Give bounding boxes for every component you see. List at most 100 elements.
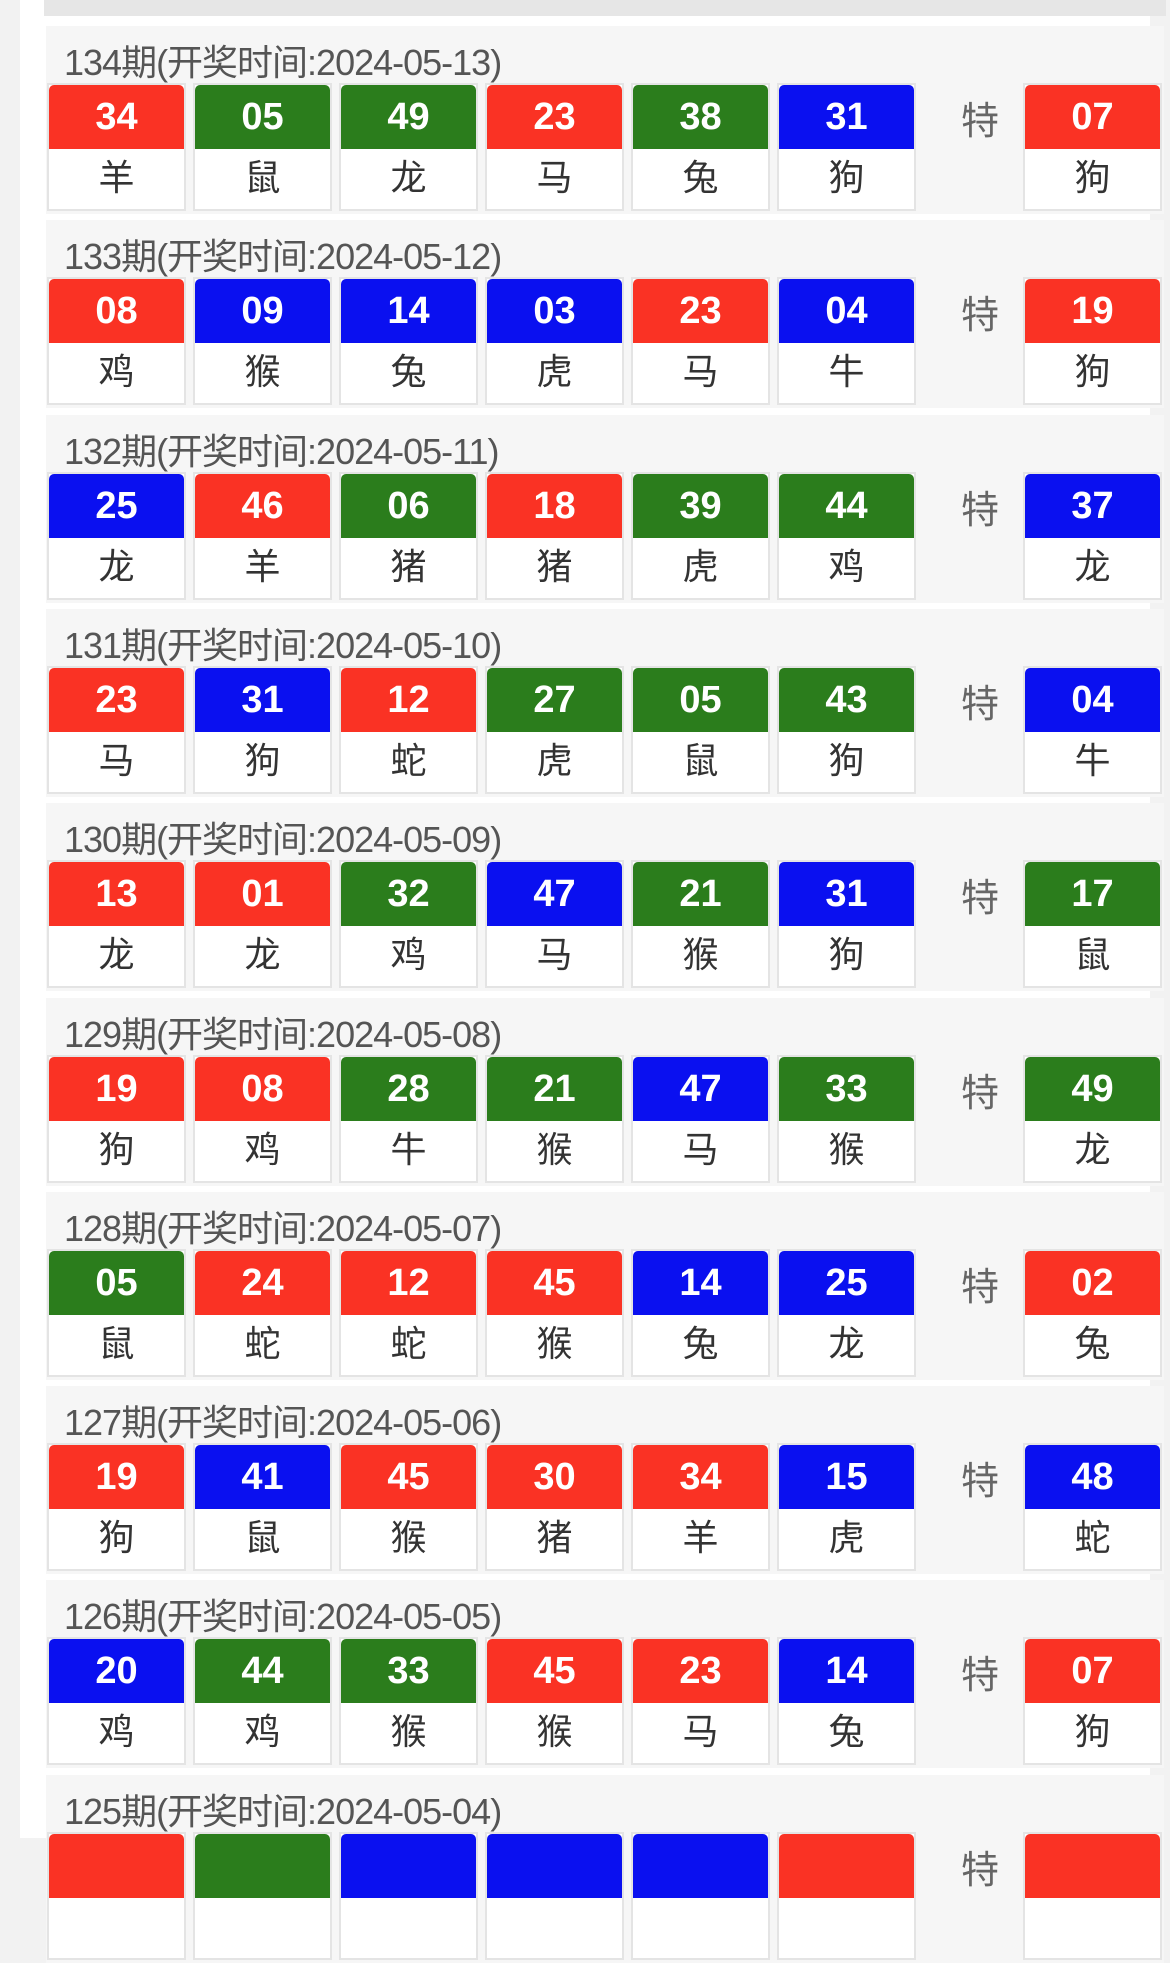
number-ball: 12 蛇 (341, 667, 476, 792)
draw-block: 128期(开奖时间:2024-05-07) 05 鼠 24 蛇 12 蛇 45 猴 14 兔 25 龙 特… (46, 1191, 1164, 1380)
number-ball: 34 羊 (49, 85, 184, 209)
ball-zodiac: 兔 (682, 1323, 719, 1365)
special-label: 特 (960, 1070, 999, 1115)
ball-zodiac: 羊 (244, 546, 281, 588)
ball-number: 21 (487, 1056, 622, 1121)
ball-number: 14 (633, 1250, 768, 1315)
ball-zodiac (1025, 1898, 1160, 1958)
ball-zodiac: 猴 (682, 935, 719, 977)
ball-zodiac: 虎 (536, 740, 573, 782)
ball-number: 23 (633, 1639, 768, 1704)
number-ball: 24 蛇 (195, 1250, 330, 1375)
ball-number: 48 (1025, 1445, 1160, 1510)
ball-zodiac: 狗 (828, 740, 865, 782)
number-ball: 25 龙 (779, 1250, 914, 1375)
special-ball: 48 蛇 (1025, 1445, 1160, 1570)
ball-zodiac: 狗 (244, 740, 281, 782)
special-ball: 17 鼠 (1025, 862, 1160, 987)
ball-zodiac: 猴 (390, 1518, 427, 1560)
ball-number (195, 1833, 330, 1898)
draw-block: 125期(开奖时间:2024-05-04) 特 (46, 1774, 1164, 1963)
ball-number: 31 (195, 667, 330, 732)
number-ball: 05 鼠 (633, 667, 768, 792)
ball-number: 13 (49, 862, 184, 927)
number-ball: 19 狗 (49, 1056, 184, 1181)
ball-number: 27 (487, 667, 622, 732)
draw-block: 134期(开奖时间:2024-05-13) 34 羊 05 鼠 49 龙 23 马 38 兔 31 狗 特… (46, 26, 1164, 214)
ball-zodiac (341, 1898, 476, 1958)
special-label: 特 (960, 876, 999, 921)
number-ball: 14 兔 (341, 279, 476, 404)
special-label: 特 (960, 1847, 999, 1892)
ball-number: 12 (341, 667, 476, 732)
ball-zodiac: 羊 (682, 1518, 719, 1560)
draw-header: 130期(开奖时间:2024-05-09) (64, 819, 502, 861)
ball-number: 45 (487, 1639, 622, 1704)
ball-zodiac: 马 (536, 935, 573, 977)
ball-number: 02 (1025, 1250, 1160, 1315)
number-ball: 45 猴 (341, 1445, 476, 1570)
ball-number: 17 (1025, 862, 1160, 927)
ball-zodiac (633, 1898, 768, 1958)
draw-header: 126期(开奖时间:2024-05-05) (64, 1596, 502, 1638)
ball-zodiac: 蛇 (244, 1323, 281, 1365)
ball-number: 23 (487, 85, 622, 149)
number-ball: 03 虎 (487, 279, 622, 404)
number-ball: 01 龙 (195, 862, 330, 987)
draw-header: 125期(开奖时间:2024-05-04) (64, 1790, 502, 1832)
ball-zodiac: 鼠 (682, 740, 719, 782)
number-ball: 08 鸡 (195, 1056, 330, 1181)
ball-number: 43 (779, 667, 914, 732)
draw-block: 127期(开奖时间:2024-05-06) 19 狗 41 鼠 45 猴 30 猪 34 羊 15 虎 特… (46, 1386, 1164, 1575)
special-ball: 19 狗 (1025, 279, 1160, 404)
special-label: 特 (960, 99, 999, 143)
number-ball: 43 狗 (779, 667, 914, 792)
ball-zodiac: 龙 (828, 1323, 865, 1365)
number-ball: 23 马 (487, 85, 622, 209)
ball-zodiac: 鼠 (244, 1518, 281, 1560)
number-ball: 33 猴 (341, 1639, 476, 1764)
number-ball: 04 牛 (779, 279, 914, 404)
ball-zodiac: 鸡 (244, 1129, 281, 1171)
ball-number: 49 (1025, 1056, 1160, 1121)
ball-number: 08 (49, 279, 184, 344)
draw-header: 132期(开奖时间:2024-05-11) (64, 430, 500, 472)
draw-header: 131期(开奖时间:2024-05-10) (64, 624, 502, 666)
number-ball: 47 马 (633, 1056, 768, 1181)
number-ball: 18 猪 (487, 473, 622, 598)
ball-zodiac: 蛇 (1074, 1518, 1111, 1560)
ball-number: 01 (195, 862, 330, 927)
number-ball: 05 鼠 (195, 85, 330, 209)
ball-zodiac (779, 1898, 914, 1958)
ball-zodiac: 兔 (682, 158, 719, 199)
number-ball: 46 羊 (195, 473, 330, 598)
special-ball: 02 兔 (1025, 1250, 1160, 1375)
draw-block: 133期(开奖时间:2024-05-12) 08 鸡 09 猴 14 兔 03 虎 23 马 04 牛 特… (46, 220, 1164, 409)
ball-zodiac: 蛇 (390, 1323, 427, 1365)
number-ball: 33 猴 (779, 1056, 914, 1181)
number-ball: 19 狗 (49, 1445, 184, 1570)
ball-number: 25 (779, 1250, 914, 1315)
ball-zodiac: 狗 (828, 158, 865, 199)
ball-number: 19 (49, 1056, 184, 1121)
ball-number: 04 (779, 279, 914, 344)
ball-number: 23 (633, 279, 768, 344)
ball-zodiac (195, 1898, 330, 1958)
ball-zodiac: 猴 (390, 1712, 427, 1754)
ball-zodiac: 牛 (390, 1129, 427, 1171)
ball-number: 44 (779, 473, 914, 538)
number-ball (49, 1833, 184, 1958)
ball-zodiac: 虎 (682, 546, 719, 588)
number-ball: 30 猪 (487, 1445, 622, 1570)
ball-number: 41 (195, 1445, 330, 1510)
number-ball: 27 虎 (487, 667, 622, 792)
draw-header: 133期(开奖时间:2024-05-12) (64, 236, 502, 278)
ball-number: 46 (195, 473, 330, 538)
special-ball: 49 龙 (1025, 1056, 1160, 1181)
ball-zodiac: 狗 (1074, 1712, 1111, 1754)
draw-block: 131期(开奖时间:2024-05-10) 23 马 31 狗 12 蛇 27 虎 05 鼠 43 狗 特… (46, 608, 1164, 797)
ball-zodiac: 马 (682, 1712, 719, 1754)
number-ball: 32 鸡 (341, 862, 476, 987)
ball-number: 37 (1025, 473, 1160, 538)
ball-number: 14 (779, 1639, 914, 1704)
